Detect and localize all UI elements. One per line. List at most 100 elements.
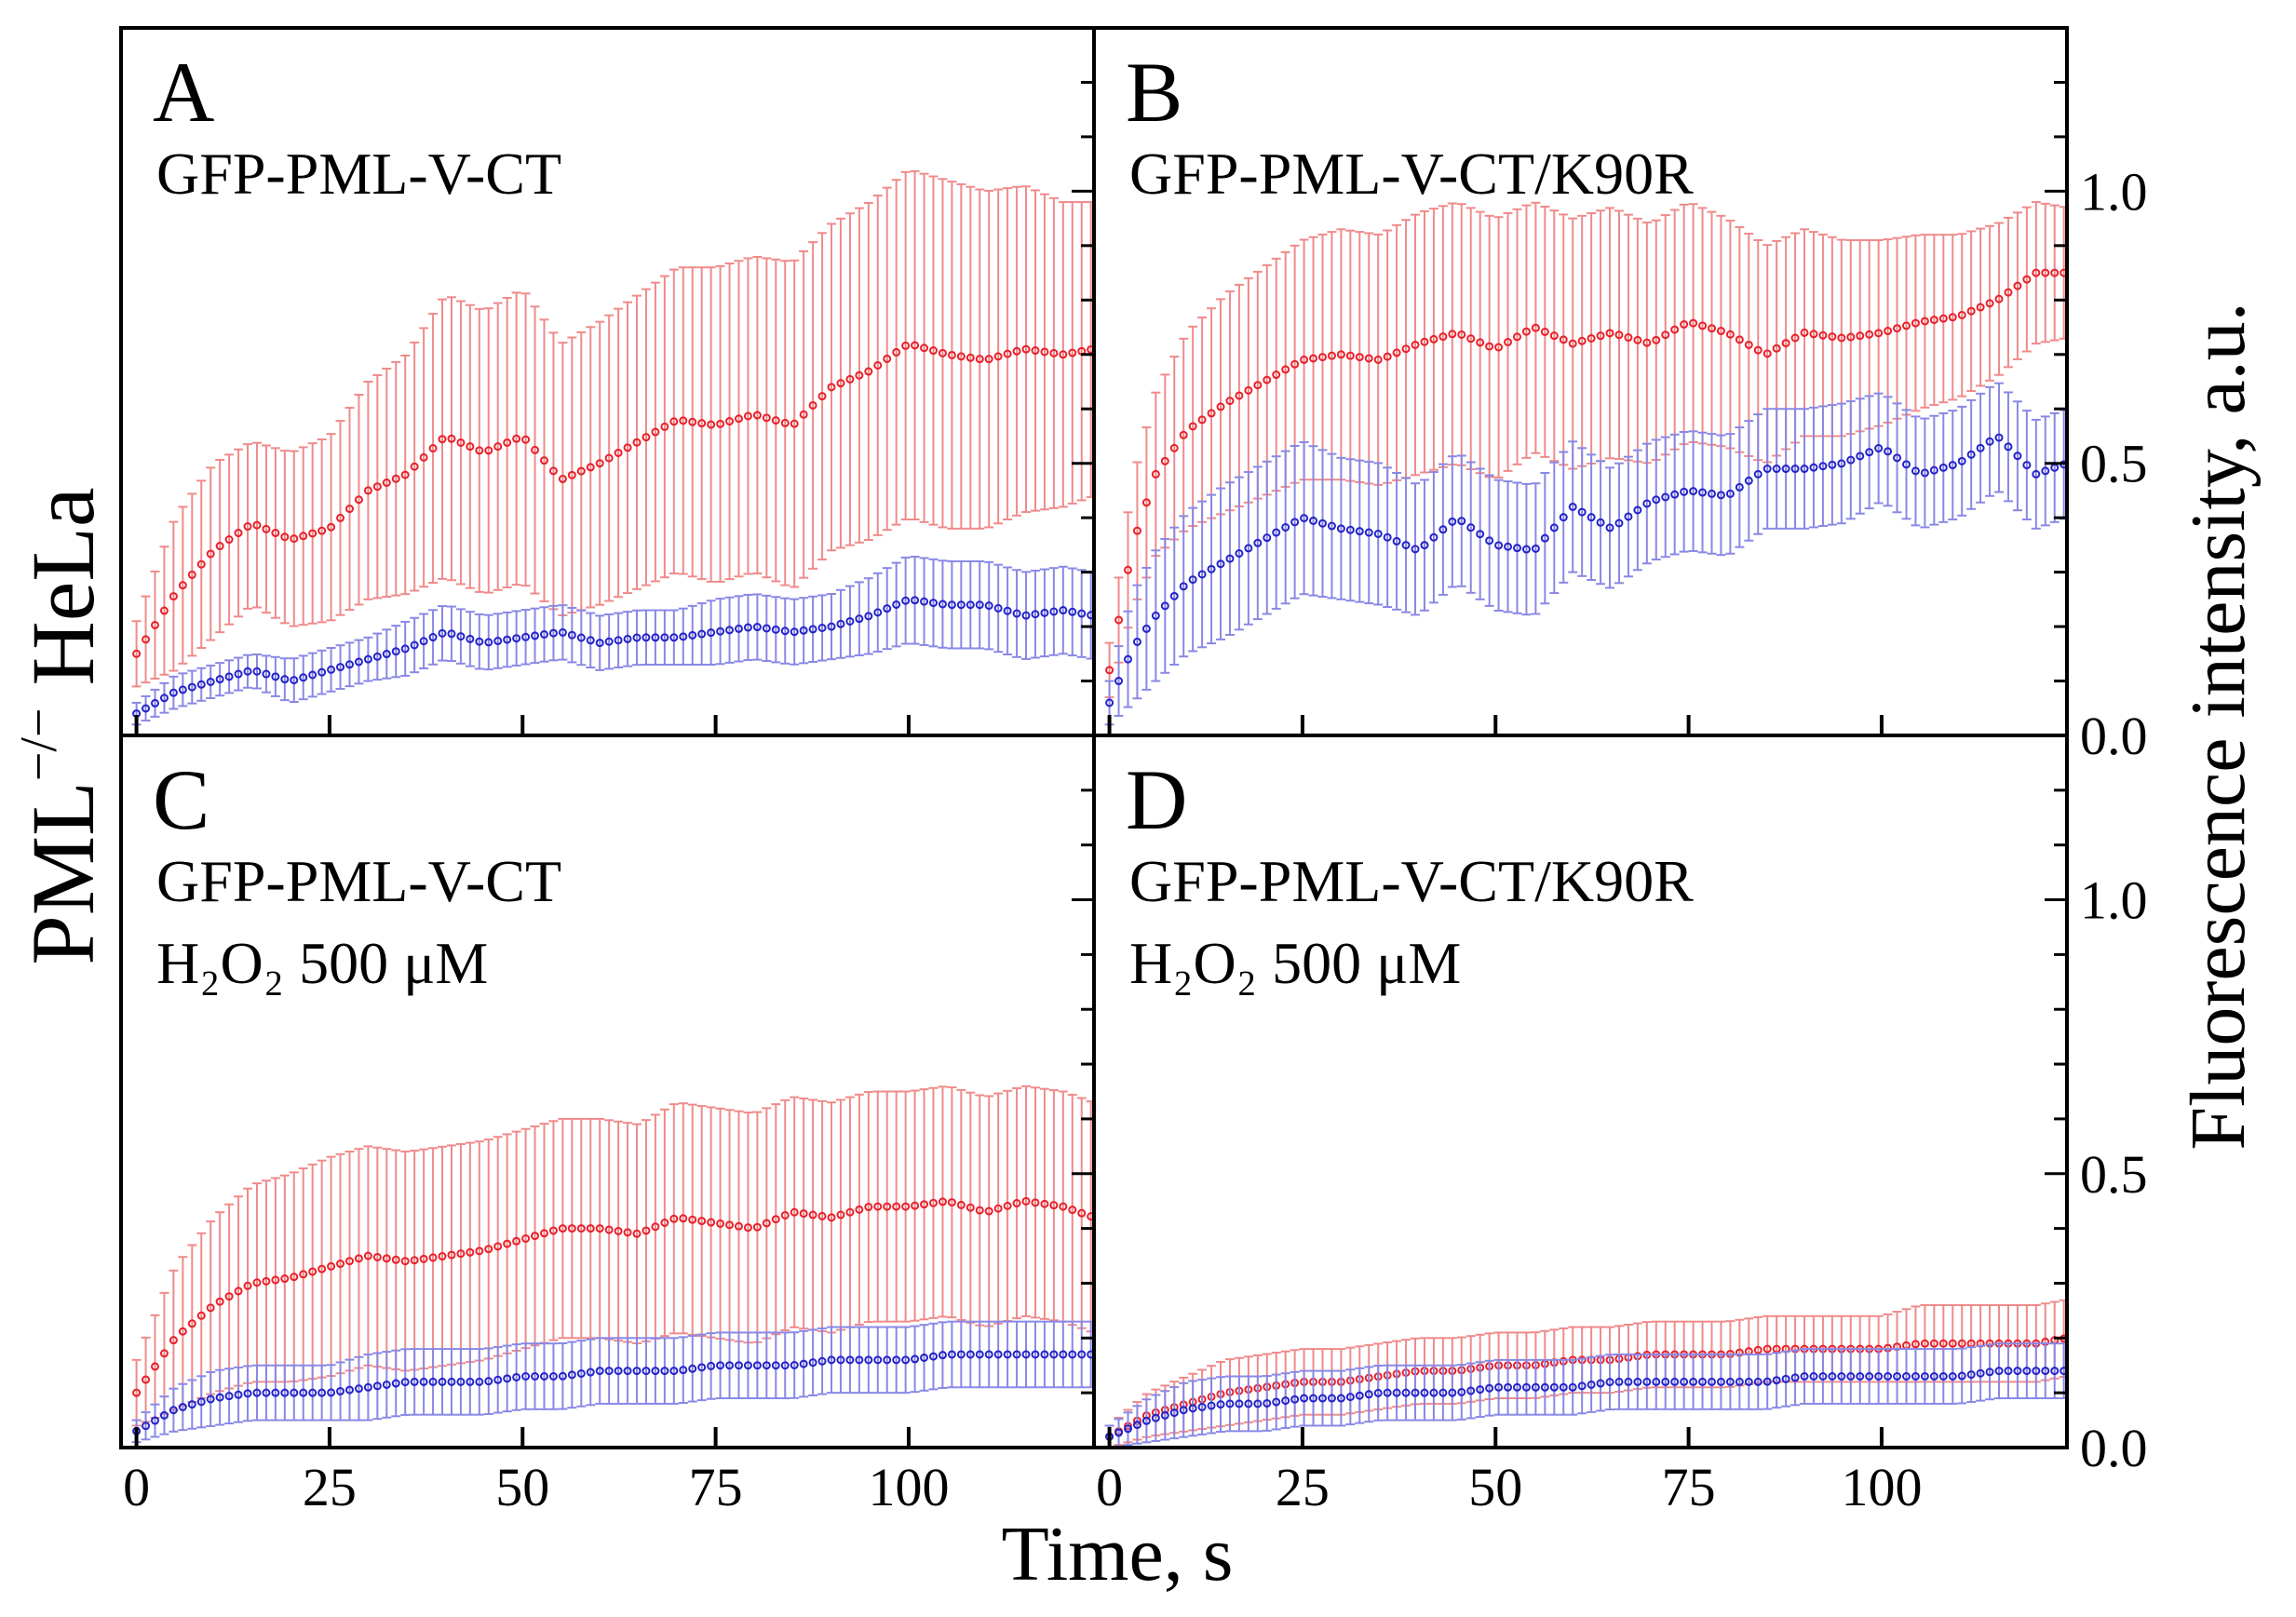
data-point — [1401, 1388, 1411, 1397]
data-point — [1929, 1339, 1938, 1348]
data-point — [771, 1215, 780, 1224]
data-point — [1448, 517, 1457, 526]
data-point — [280, 532, 290, 542]
data-point — [1587, 1380, 1596, 1389]
panel-label: GFP-PML-V-CT/K90R — [1129, 141, 1694, 207]
data-point — [521, 435, 531, 444]
data-point — [159, 694, 169, 703]
data-point — [548, 1372, 558, 1381]
data-point — [1160, 601, 1169, 611]
data-point — [2013, 451, 2022, 461]
data-point — [169, 592, 178, 601]
data-point — [836, 1210, 845, 1219]
panel-letter: C — [153, 752, 209, 847]
data-point — [928, 1352, 938, 1361]
data-point — [734, 414, 743, 424]
data-point — [679, 1214, 688, 1223]
data-point — [150, 1416, 159, 1425]
data-point — [567, 470, 576, 479]
data-point — [679, 1366, 688, 1375]
data-point — [808, 400, 817, 410]
data-point — [1059, 1350, 1068, 1359]
data-point — [1216, 402, 1225, 411]
data-point — [1272, 371, 1281, 380]
data-point — [1327, 351, 1336, 360]
data-point — [159, 1349, 169, 1358]
y-tick-label: 0.0 — [2080, 1418, 2148, 1478]
data-point — [503, 438, 512, 447]
data-point — [512, 434, 521, 443]
data-point — [762, 1219, 771, 1228]
data-point — [743, 1361, 752, 1370]
data-point — [1698, 321, 1708, 330]
data-point — [614, 636, 623, 645]
data-point — [595, 459, 604, 468]
data-point — [1725, 1377, 1735, 1386]
right-ylabel: Fluorescence intensity, a.u. — [2175, 302, 2262, 1150]
data-point — [780, 418, 790, 427]
data-point — [984, 601, 993, 611]
data-point — [1049, 348, 1059, 357]
data-point — [243, 667, 252, 676]
data-point — [1327, 1394, 1336, 1403]
data-point — [1642, 338, 1652, 347]
data-point — [1021, 1196, 1031, 1206]
data-point — [1929, 316, 1938, 325]
data-point — [2004, 442, 2013, 451]
data-point — [808, 625, 817, 634]
data-point — [707, 1361, 716, 1370]
data-point — [632, 1229, 642, 1238]
data-point — [224, 672, 234, 681]
data-point — [604, 453, 614, 463]
left-ylabel-sup: −/− — [10, 708, 68, 782]
data-point — [1059, 1202, 1068, 1211]
data-point — [1188, 575, 1197, 585]
data-point — [1577, 336, 1587, 345]
data-point — [280, 1388, 290, 1397]
data-point — [1670, 325, 1680, 334]
data-point — [271, 529, 280, 538]
data-point — [567, 1370, 576, 1380]
data-point — [901, 341, 911, 350]
data-point — [1253, 381, 1263, 390]
data-point — [771, 1361, 780, 1370]
data-point — [1605, 1378, 1614, 1387]
data-point — [1753, 469, 1763, 478]
data-point — [1763, 1344, 1772, 1354]
y-tick-label: 0.5 — [2080, 434, 2148, 494]
x-tick-label: 75 — [689, 1457, 743, 1517]
data-point — [132, 1388, 142, 1397]
data-point — [928, 346, 938, 356]
data-point — [1948, 1339, 1957, 1348]
data-point — [688, 417, 697, 426]
data-point — [1568, 339, 1577, 348]
data-point — [317, 526, 327, 535]
data-point — [1383, 1388, 1392, 1397]
data-point — [456, 1249, 466, 1259]
data-point — [447, 1377, 456, 1386]
panel-letter: A — [153, 45, 214, 140]
data-point — [400, 644, 410, 654]
data-point — [539, 1229, 548, 1238]
data-point — [1938, 314, 1948, 323]
data-point — [1856, 331, 1865, 341]
data-point — [400, 470, 410, 479]
data-point — [836, 379, 845, 388]
data-point — [780, 1361, 790, 1370]
data-point — [1540, 1382, 1549, 1392]
data-point — [493, 1375, 503, 1384]
data-point — [1021, 344, 1031, 354]
data-point — [372, 652, 382, 661]
data-point — [336, 1260, 345, 1269]
data-point — [1901, 321, 1911, 330]
data-point — [651, 1367, 660, 1376]
data-point — [1652, 495, 1661, 505]
data-point — [1188, 1404, 1197, 1413]
data-point — [1290, 359, 1300, 369]
data-point — [539, 629, 548, 639]
data-point — [317, 1388, 327, 1397]
data-point — [1476, 1385, 1485, 1395]
panel-letter: D — [1126, 752, 1187, 847]
series-red-c — [131, 1085, 1096, 1427]
data-point — [993, 603, 1003, 613]
